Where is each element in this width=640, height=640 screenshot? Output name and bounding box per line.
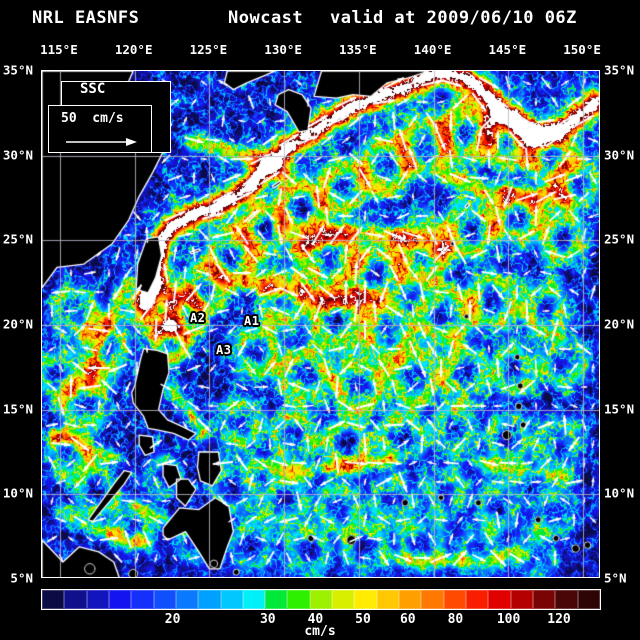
- colorbar-cell-6: [175, 590, 199, 609]
- lat-tick-5: 5°N: [10, 570, 33, 586]
- colorbar-cell-24: [577, 590, 600, 609]
- title-product: Nowcast: [228, 8, 304, 28]
- lon-tick-120: 120°E: [114, 42, 153, 57]
- lat-tick-20: 20°N: [604, 316, 635, 332]
- colorbar-tick-100: 100: [496, 612, 521, 627]
- colorbar-tick-120: 120: [547, 612, 571, 627]
- colorbar-cell-10: [265, 590, 288, 609]
- lat-tick-25: 25°N: [2, 231, 33, 247]
- title-valid-time: valid at 2009/06/10 06Z: [330, 8, 577, 28]
- colorbar-cell-19: [465, 590, 489, 609]
- colorbar-unit-label: cm/s: [304, 624, 336, 639]
- colorbar-cell-1: [64, 590, 87, 609]
- lon-tick-145: 145°E: [488, 42, 527, 57]
- colorbar-cell-2: [86, 590, 109, 609]
- lat-tick-10: 10°N: [604, 485, 635, 501]
- reference-vector-arrow-icon: [66, 138, 137, 146]
- reference-vector-label: 50 cm/s: [61, 111, 124, 126]
- colorbar-cell-21: [510, 590, 533, 609]
- lat-tick-30: 30°N: [604, 147, 635, 163]
- colorbar-cell-20: [488, 590, 511, 609]
- colorbar-cell-22: [532, 590, 556, 609]
- lat-tick-20: 20°N: [2, 316, 33, 332]
- colorbar-cell-4: [131, 590, 154, 609]
- lat-tick-25: 25°N: [604, 231, 635, 247]
- lon-tick-150: 150°E: [563, 42, 601, 57]
- colorbar-cell-3: [108, 590, 132, 609]
- lon-tick-125: 125°E: [189, 42, 228, 57]
- colorbar-cell-23: [555, 590, 578, 609]
- colorbar-cell-17: [421, 590, 444, 609]
- colorbar-tick-50: 50: [355, 612, 371, 627]
- colorbar-cell-8: [220, 590, 243, 609]
- lat-tick-15: 15°N: [2, 401, 33, 417]
- colorbar-tick-30: 30: [259, 612, 276, 627]
- lat-tick-15: 15°N: [604, 401, 635, 417]
- colorbar-cell-18: [443, 590, 466, 609]
- lat-tick-10: 10°N: [2, 485, 33, 501]
- colorbar-tick-60: 60: [399, 612, 416, 627]
- colorbar-cell-11: [287, 590, 310, 609]
- reference-vector-box: 50 cm/s: [48, 105, 152, 153]
- lon-tick-115: 115°E: [40, 42, 78, 57]
- lat-tick-35: 35°N: [604, 62, 635, 78]
- ssc-legend-title: SSC: [80, 81, 106, 97]
- colorbar: [41, 589, 601, 610]
- lat-tick-5: 5°N: [604, 570, 627, 586]
- eddy-label-a1: A1: [244, 314, 260, 328]
- lat-tick-35: 35°N: [2, 62, 33, 78]
- colorbar-cell-12: [309, 590, 333, 609]
- lat-tick-30: 30°N: [2, 147, 33, 163]
- colorbar-cell-9: [242, 590, 266, 609]
- colorbar-tick-20: 20: [164, 612, 181, 627]
- colorbar-cell-16: [399, 590, 422, 609]
- title-agency: NRL EASNFS: [32, 8, 140, 28]
- eddy-label-a3: A3: [216, 343, 232, 357]
- map-panel[interactable]: SSC 50 cm/s A2 A1 A3: [41, 70, 600, 578]
- eddy-label-a2: A2: [190, 311, 206, 325]
- colorbar-tick-80: 80: [447, 612, 464, 627]
- lon-tick-135: 135°E: [339, 42, 377, 57]
- colorbar-cell-14: [354, 590, 377, 609]
- colorbar-cell-7: [198, 590, 221, 609]
- colorbar-cell-15: [376, 590, 399, 609]
- lon-tick-140: 140°E: [413, 42, 452, 57]
- colorbar-tick-40: 40: [307, 612, 324, 627]
- colorbar-cell-13: [332, 590, 355, 609]
- lon-tick-130: 130°E: [264, 42, 302, 57]
- colorbar-cell-5: [153, 590, 176, 609]
- colorbar-cell-0: [42, 590, 65, 609]
